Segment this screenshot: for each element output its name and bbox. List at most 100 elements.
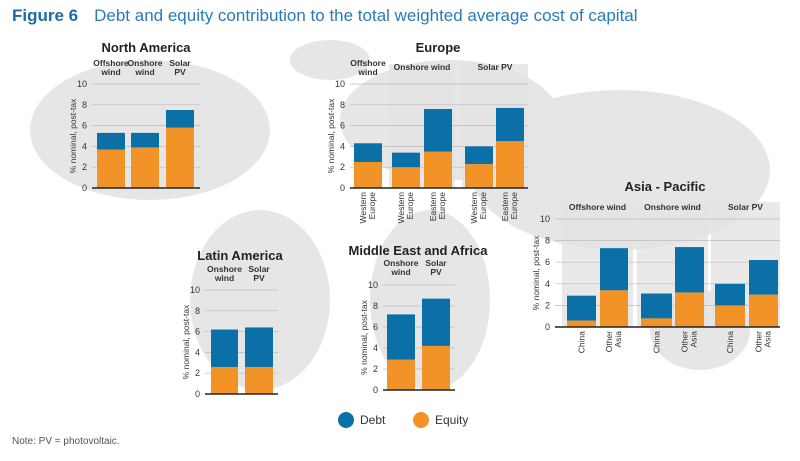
- category-label-line: Asia: [763, 331, 773, 348]
- y-tick-label: 6: [545, 257, 550, 267]
- bar-equity: [392, 167, 420, 188]
- figure-title: Figure 6 Debt and equity contribution to …: [12, 6, 638, 26]
- bar-debt: [749, 260, 778, 295]
- y-axis-label: % nominal, post-tax: [68, 98, 78, 173]
- group-label-line: wind: [134, 67, 154, 77]
- panel-europe: Europe 0 2 4 6 8 10 % nominal, post-tax Offshore…: [326, 40, 528, 224]
- bar-equity: [422, 345, 450, 390]
- y-tick-label: 10: [368, 280, 378, 290]
- category-label-line: China: [652, 331, 662, 353]
- y-axis-label: % nominal, post-tax: [359, 299, 369, 374]
- bar-equity: [166, 127, 194, 188]
- y-tick-label: 0: [373, 385, 378, 395]
- category-label-line: Asia: [613, 331, 623, 348]
- y-tick-label: 8: [373, 301, 378, 311]
- bar-equity: [245, 366, 273, 394]
- group-label-line: wind: [357, 67, 377, 77]
- group-label-line: Onshore: [128, 58, 163, 68]
- group-label-line: Solar: [169, 58, 191, 68]
- y-tick-label: 0: [82, 183, 87, 193]
- y-tick-label: 0: [195, 389, 200, 399]
- category-label-line: Europe: [509, 192, 519, 220]
- bar-equity: [97, 149, 125, 188]
- map-landmass: [290, 40, 370, 80]
- category-label: OtherAsia: [754, 331, 773, 353]
- category-label-line: Other: [754, 331, 764, 352]
- panel-title: Asia - Pacific: [625, 179, 706, 194]
- group-label-line: Onshore: [384, 258, 419, 268]
- panel-asia-pacific: Asia - Pacific 0 2 4 6 8 10 % nominal, post-tax…: [531, 179, 780, 353]
- group-label-line: Offshore: [93, 58, 129, 68]
- bar-equity: [211, 366, 238, 394]
- map-landmass: [30, 60, 270, 200]
- bar-debt: [600, 248, 628, 291]
- category-label-line: Europe: [437, 192, 447, 220]
- legend-equity-label: Equity: [435, 413, 468, 427]
- y-axis-label: % nominal, post-tax: [326, 98, 336, 173]
- bar-equity: [567, 320, 596, 327]
- legend-debt-label: Debt: [360, 413, 386, 427]
- bar-equity: [675, 292, 704, 327]
- y-tick-label: 0: [545, 322, 550, 332]
- panel-title: Latin America: [197, 248, 283, 263]
- bar-debt: [166, 110, 194, 128]
- y-tick-label: 6: [373, 322, 378, 332]
- bar-equity: [496, 141, 524, 188]
- y-tick-label: 0: [340, 183, 345, 193]
- y-tick-label: 2: [373, 364, 378, 374]
- bar-debt: [496, 107, 524, 142]
- category-label-line: Eastern: [428, 192, 438, 222]
- bar-debt: [97, 132, 125, 150]
- y-tick-label: 10: [190, 285, 200, 295]
- y-tick-label: 6: [195, 327, 200, 337]
- group-label: Onshore wind: [644, 202, 701, 212]
- category-label-line: Europe: [405, 192, 415, 220]
- panel-title: Middle East and Africa: [349, 243, 489, 258]
- bar-debt: [675, 247, 704, 293]
- y-axis-label: % nominal, post-tax: [181, 304, 191, 379]
- y-tick-label: 2: [195, 368, 200, 378]
- group-label-line: wind: [214, 273, 234, 283]
- y-tick-label: 4: [373, 343, 378, 353]
- y-tick-label: 4: [340, 141, 345, 151]
- group-label: Offshore wind: [93, 58, 129, 77]
- category-label-line: Other: [680, 331, 690, 352]
- panel-north-america: North America 0 2 4 6 8 10 % nominal, post-tax O…: [68, 40, 200, 193]
- y-tick-label: 4: [545, 279, 550, 289]
- category-label: EasternEurope: [500, 192, 519, 222]
- y-tick-label: 6: [340, 121, 345, 131]
- bar-debt: [211, 329, 238, 367]
- y-tick-label: 10: [335, 79, 345, 89]
- legend-debt-swatch: [338, 412, 354, 428]
- category-label-line: Asia: [689, 331, 699, 348]
- bar-debt: [424, 108, 452, 152]
- bar-equity: [749, 294, 778, 327]
- category-label-line: China: [577, 331, 587, 353]
- y-axis-label: % nominal, post-tax: [531, 235, 541, 310]
- group-label: Onshore wind: [128, 58, 163, 77]
- legend-equity-swatch: [413, 412, 429, 428]
- bar-debt: [567, 295, 596, 321]
- y-tick-label: 8: [545, 236, 550, 246]
- group-label: Solar PV: [248, 264, 270, 283]
- bar-debt: [465, 146, 493, 165]
- bar-debt: [422, 298, 450, 346]
- group-label: Solar PV: [478, 62, 513, 72]
- y-tick-label: 8: [340, 100, 345, 110]
- group-label: Onshore wind: [394, 62, 451, 72]
- category-label: EasternEurope: [428, 192, 447, 222]
- y-tick-label: 2: [340, 162, 345, 172]
- group-label-line: Offshore: [350, 58, 386, 68]
- panel-middle-east-and-africa: Middle East and Africa 0 2 4 6 8 10 % nominal, …: [349, 243, 489, 395]
- bar-equity: [354, 162, 382, 188]
- figure-label: Figure 6: [12, 6, 79, 25]
- category-label: OtherAsia: [604, 331, 623, 353]
- category-label: WesternEurope: [358, 192, 377, 224]
- bar-equity: [387, 359, 415, 390]
- figure-caption: Debt and equity contribution to the tota…: [94, 6, 638, 25]
- y-tick-label: 10: [540, 214, 550, 224]
- bar-equity: [131, 147, 159, 188]
- y-tick-label: 2: [545, 300, 550, 310]
